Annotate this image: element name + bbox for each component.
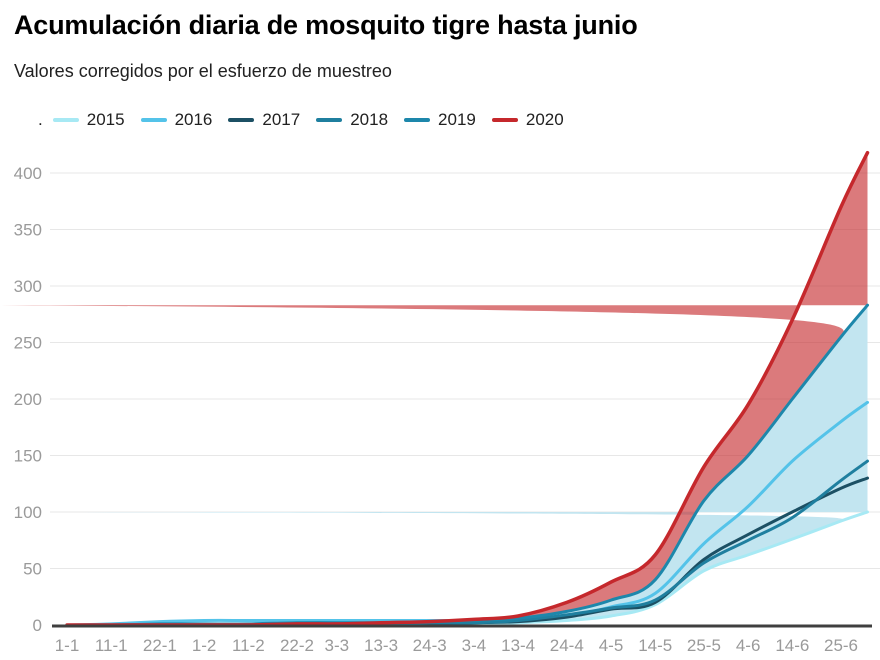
legend-item-2019: 2019 xyxy=(404,110,476,130)
y-tick-label-300: 300 xyxy=(14,277,42,296)
legend-label-2017: 2017 xyxy=(262,110,301,129)
legend-item-2016: 2016 xyxy=(140,110,213,130)
y-tick-label-0: 0 xyxy=(33,616,42,635)
y-tick-label-150: 150 xyxy=(14,447,42,466)
y-tick-label-350: 350 xyxy=(14,221,42,240)
legend-swatch-2018 xyxy=(316,118,343,122)
legend-swatch-2019 xyxy=(404,118,431,122)
legend-item-2017: 2017 xyxy=(228,110,300,130)
y-tick-label-50: 50 xyxy=(23,560,42,579)
legend-label-2015: 2015 xyxy=(86,110,125,129)
x-tick-label-25-6: 25-6 xyxy=(824,636,858,655)
x-tick-label-24-4: 24-4 xyxy=(550,636,584,655)
x-tick-label-22-1: 22-1 xyxy=(143,636,177,655)
chart-title: Acumulación diaria de mosquito tigre has… xyxy=(14,10,638,40)
y-tick-label-100: 100 xyxy=(14,503,42,522)
x-tick-label-25-5: 25-5 xyxy=(687,636,721,655)
legend-label-2019: 2019 xyxy=(438,110,476,129)
x-tick-label-3-4: 3-4 xyxy=(462,636,487,655)
legend: . 2015 2016 2017 2018 2019 2020 xyxy=(38,110,580,130)
legend-swatch-2017 xyxy=(228,118,255,122)
x-tick-label-14-6: 14-6 xyxy=(775,636,809,655)
x-tick-label-3-3: 3-3 xyxy=(325,636,350,655)
y-tick-label-200: 200 xyxy=(14,390,42,409)
legend-swatch-2015 xyxy=(52,118,79,122)
legend-label-2018: 2018 xyxy=(350,110,389,129)
legend-swatch-2020 xyxy=(491,118,518,122)
legend-item-2020: 2020 xyxy=(491,110,564,130)
x-tick-label-22-2: 22-2 xyxy=(280,636,314,655)
legend-prefix-dot: . xyxy=(38,110,43,129)
x-tick-label-4-6: 4-6 xyxy=(736,636,761,655)
x-tick-label-13-4: 13-4 xyxy=(501,636,535,655)
x-tick-label-1-1: 1-1 xyxy=(55,636,80,655)
y-tick-label-250: 250 xyxy=(14,334,42,353)
x-tick-label-11-1: 11-1 xyxy=(95,636,128,655)
x-tick-label-11-2: 11-2 xyxy=(232,636,265,655)
legend-label-2016: 2016 xyxy=(174,110,213,129)
chart-subtitle: Valores corregidos por el esfuerzo de mu… xyxy=(14,61,392,81)
x-tick-label-13-3: 13-3 xyxy=(364,636,398,655)
x-tick-label-24-3: 24-3 xyxy=(413,636,447,655)
legend-swatch-2016 xyxy=(140,118,167,122)
legend-item-2018: 2018 xyxy=(316,110,388,130)
y-tick-label-400: 400 xyxy=(14,164,42,183)
x-tick-label-4-5: 4-5 xyxy=(599,636,624,655)
legend-label-2020: 2020 xyxy=(525,110,564,129)
x-tick-label-14-5: 14-5 xyxy=(638,636,672,655)
x-tick-label-1-2: 1-2 xyxy=(192,636,217,655)
legend-item-2015: 2015 xyxy=(52,110,125,130)
